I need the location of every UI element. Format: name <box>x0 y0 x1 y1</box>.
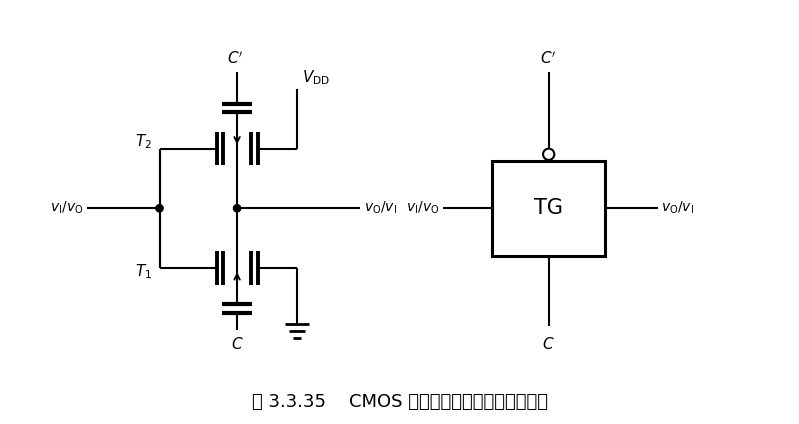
Text: 图 3.3.35    CMOS 传输门的电路结构和逻辑符号: 图 3.3.35 CMOS 传输门的电路结构和逻辑符号 <box>252 393 547 411</box>
Text: $v_\mathrm{O}/v_\mathrm{I}$: $v_\mathrm{O}/v_\mathrm{I}$ <box>662 200 694 217</box>
Text: $T_2$: $T_2$ <box>134 133 152 151</box>
Text: $C'$: $C'$ <box>228 50 244 67</box>
Text: $C$: $C$ <box>543 335 555 351</box>
Text: $V_\mathrm{DD}$: $V_\mathrm{DD}$ <box>302 68 330 87</box>
Text: $C'$: $C'$ <box>540 50 557 67</box>
Circle shape <box>156 205 163 212</box>
Circle shape <box>233 205 240 212</box>
Bar <box>492 161 605 256</box>
Text: $v_\mathrm{O}/v_\mathrm{I}$: $v_\mathrm{O}/v_\mathrm{I}$ <box>364 200 397 217</box>
Text: $T_1$: $T_1$ <box>134 262 152 281</box>
Text: $C$: $C$ <box>231 335 244 351</box>
Text: $v_\mathrm{I}/v_\mathrm{O}$: $v_\mathrm{I}/v_\mathrm{O}$ <box>406 200 439 217</box>
Text: TG: TG <box>535 198 563 218</box>
Text: $v_\mathrm{I}/v_\mathrm{O}$: $v_\mathrm{I}/v_\mathrm{O}$ <box>50 200 83 217</box>
Circle shape <box>543 149 555 160</box>
